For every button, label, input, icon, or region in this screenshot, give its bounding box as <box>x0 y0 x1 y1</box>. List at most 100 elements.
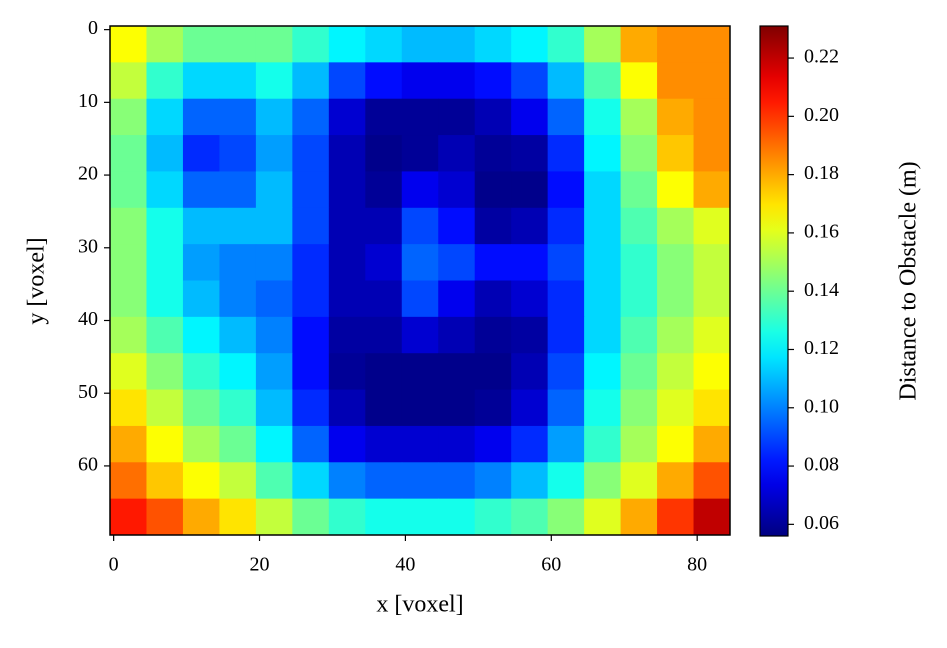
heat-cell <box>328 244 366 281</box>
heat-cell <box>547 353 585 391</box>
heat-cell <box>657 26 695 63</box>
heat-cell <box>620 389 658 427</box>
heat-cell <box>584 425 622 463</box>
heat-cell <box>511 389 549 427</box>
heat-cell <box>182 316 220 354</box>
colorbar-tick-label: 0.14 <box>804 279 839 301</box>
heat-cell <box>438 498 476 536</box>
heat-cell <box>547 244 585 281</box>
heat-cell <box>474 316 512 354</box>
colorbar-tick-label: 0.18 <box>804 162 839 184</box>
heat-cell <box>255 171 293 209</box>
heat-cell <box>438 353 476 391</box>
heat-cell <box>438 462 476 500</box>
heat-cell <box>255 389 293 427</box>
heat-cell <box>547 207 585 245</box>
heat-cell <box>365 98 403 136</box>
heat-cell <box>693 244 731 281</box>
heat-cell <box>620 280 658 318</box>
heat-cell <box>292 425 330 463</box>
heat-cell <box>620 26 658 63</box>
heat-cell <box>219 171 257 209</box>
heat-cell <box>219 26 257 63</box>
heat-cell <box>328 98 366 136</box>
heat-cell <box>146 353 184 391</box>
heat-cell <box>620 425 658 463</box>
heat-cell <box>401 62 439 100</box>
heat-cell <box>474 171 512 209</box>
heat-cell <box>182 171 220 209</box>
heat-cell <box>438 62 476 100</box>
heat-cell <box>365 389 403 427</box>
y-tick-label: 0 <box>88 17 98 39</box>
heat-cell <box>511 280 549 318</box>
colorbar <box>759 25 789 537</box>
heat-cell <box>255 498 293 536</box>
heat-cell <box>584 62 622 100</box>
heat-cell <box>182 26 220 63</box>
heat-cell <box>182 207 220 245</box>
heat-cell <box>584 280 622 318</box>
heat-cell <box>365 135 403 172</box>
heat-cell <box>328 389 366 427</box>
heat-cell <box>474 280 512 318</box>
heat-cell <box>110 244 147 281</box>
heat-cell <box>146 135 184 172</box>
heat-cell <box>182 98 220 136</box>
heat-cell <box>365 207 403 245</box>
heat-cell <box>219 353 257 391</box>
heat-cell <box>110 353 147 391</box>
heat-cell <box>110 171 147 209</box>
heat-cell <box>365 280 403 318</box>
colorbar-tick-label: 0.16 <box>804 221 839 243</box>
x-tick-label: 20 <box>250 554 270 576</box>
heat-cell <box>438 389 476 427</box>
heat-cell <box>110 425 147 463</box>
colorbar-tick-label: 0.22 <box>804 46 839 68</box>
heat-cell <box>328 171 366 209</box>
heat-cell <box>401 280 439 318</box>
heat-cell <box>365 26 403 63</box>
heat-cell <box>146 280 184 318</box>
y-axis-label: y [voxel] <box>24 237 50 324</box>
plot-frame <box>109 25 731 536</box>
heat-cell <box>219 98 257 136</box>
heat-cell <box>620 62 658 100</box>
heat-cell <box>292 98 330 136</box>
heat-cell <box>584 26 622 63</box>
heat-cell <box>219 462 257 500</box>
heat-cell <box>365 353 403 391</box>
heat-cell <box>438 425 476 463</box>
heat-cell <box>438 207 476 245</box>
heat-cell <box>182 462 220 500</box>
heat-cell <box>365 498 403 536</box>
heat-cell <box>365 62 403 100</box>
heat-cell <box>511 462 549 500</box>
heat-cell <box>182 498 220 536</box>
heat-cell <box>693 316 731 354</box>
y-tick-label: 20 <box>78 163 98 185</box>
heat-cell <box>547 26 585 63</box>
heat-cell <box>511 26 549 63</box>
heat-cell <box>547 462 585 500</box>
heat-cell <box>219 280 257 318</box>
heat-cell <box>292 207 330 245</box>
heat-cell <box>219 498 257 536</box>
heat-cell <box>328 353 366 391</box>
heat-cell <box>328 316 366 354</box>
heat-cell <box>693 171 731 209</box>
heat-cell <box>511 498 549 536</box>
heat-cell <box>657 207 695 245</box>
heat-cell <box>474 425 512 463</box>
heat-cell <box>255 316 293 354</box>
heat-cell <box>292 498 330 536</box>
heat-cell <box>219 135 257 172</box>
heat-cell <box>401 98 439 136</box>
heat-cell <box>401 207 439 245</box>
heat-cell <box>182 425 220 463</box>
y-tick-label: 60 <box>78 454 98 476</box>
heat-cell <box>365 462 403 500</box>
heat-cell <box>401 316 439 354</box>
heat-cell <box>146 389 184 427</box>
